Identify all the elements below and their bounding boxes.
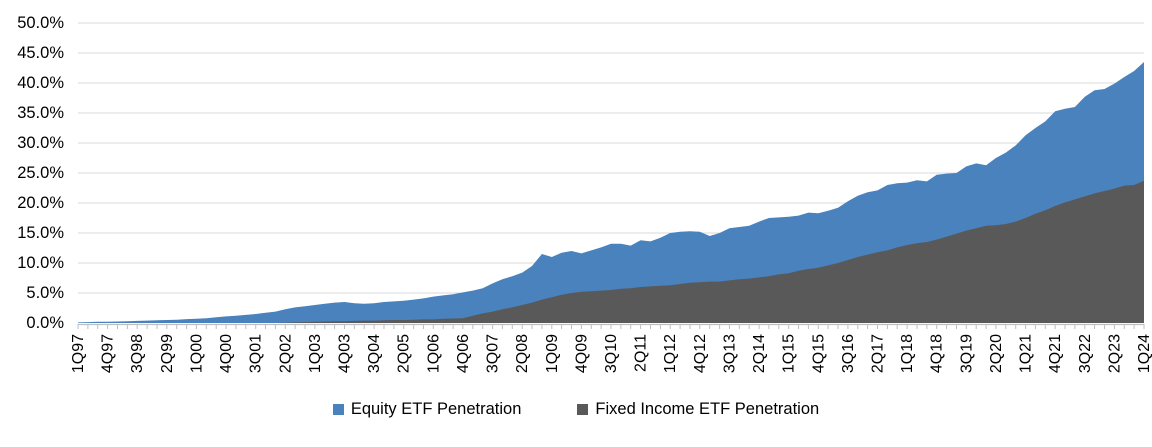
y-axis-label: 10.0% (17, 254, 64, 272)
x-axis-label: 4Q97 (100, 334, 117, 373)
x-axis-label: 1Q00 (188, 334, 205, 373)
x-axis-label: 2Q20 (988, 334, 1005, 373)
x-axis-label: 3Q10 (603, 334, 620, 373)
x-axis-label: 1Q15 (781, 334, 798, 373)
x-axis-label: 3Q19 (958, 334, 975, 373)
x-axis-label: 4Q03 (337, 334, 354, 373)
equity-legend-swatch-icon (332, 403, 344, 415)
x-axis-label: 1Q24 (1136, 334, 1152, 373)
x-axis-label: 1Q18 (899, 334, 916, 373)
chart-legend: Equity ETF Penetration Fixed Income ETF … (0, 401, 1152, 418)
x-axis-label: 4Q00 (218, 334, 235, 373)
x-axis-label: 1Q06 (425, 334, 442, 373)
x-axis-label: 1Q12 (662, 334, 679, 373)
x-axis-label: 1Q97 (70, 334, 87, 373)
x-axis-label: 4Q06 (455, 334, 472, 373)
fixed-income-area-series (78, 180, 1144, 323)
x-axis-label: 3Q98 (129, 334, 146, 373)
x-axis-label: 4Q21 (1047, 334, 1064, 373)
x-axis-label: 4Q12 (692, 334, 709, 373)
x-axis-label: 4Q09 (573, 334, 590, 373)
y-axis-label: 5.0% (26, 284, 64, 302)
fixed-income-legend-swatch-icon (577, 403, 589, 415)
y-axis-label: 45.0% (17, 44, 64, 62)
x-axis-label: 3Q04 (366, 334, 383, 373)
equity-legend-label: Equity ETF Penetration (350, 400, 522, 418)
x-axis-label: 2Q05 (396, 334, 413, 373)
x-axis-label: 2Q14 (751, 334, 768, 373)
x-axis-label: 2Q02 (277, 334, 294, 373)
x-axis-label: 1Q03 (307, 334, 324, 373)
x-axis-label: 4Q15 (810, 334, 827, 373)
x-axis-label: 3Q13 (721, 334, 738, 373)
y-axis-label: 20.0% (17, 194, 64, 212)
x-axis-label: 2Q23 (1106, 334, 1123, 373)
x-axis-label: 2Q11 (633, 334, 650, 372)
fixed-income-legend-label: Fixed Income ETF Penetration (595, 400, 820, 418)
y-axis-label: 0.0% (26, 314, 64, 332)
x-axis-label: 2Q99 (159, 334, 176, 373)
x-axis-label: 2Q17 (870, 334, 887, 373)
y-axis-label: 25.0% (17, 164, 64, 182)
x-axis-label: 1Q21 (1018, 334, 1035, 373)
y-axis-label: 50.0% (17, 14, 64, 32)
x-axis-label: 3Q22 (1077, 334, 1094, 373)
y-axis-label: 35.0% (17, 104, 64, 122)
x-axis-label: 4Q18 (929, 334, 946, 373)
x-axis-label: 2Q08 (514, 334, 531, 373)
x-axis-label: 3Q01 (248, 334, 265, 373)
legend-item-equity: Equity ETF Penetration (332, 400, 522, 418)
y-axis-label: 15.0% (17, 224, 64, 242)
y-axis-label: 40.0% (17, 74, 64, 92)
plot-area: 0.0% 5.0% 10.0% 15.0% 20.0% 25.0% 30.0% 35.0% 40… (17, 14, 1152, 373)
y-axis-label: 30.0% (17, 134, 64, 152)
x-axis-label: 1Q09 (544, 334, 561, 373)
x-axis-label: 3Q16 (840, 334, 857, 373)
x-axis-label: 3Q07 (485, 334, 502, 373)
legend-item-fixed-income: Fixed Income ETF Penetration (577, 401, 819, 418)
